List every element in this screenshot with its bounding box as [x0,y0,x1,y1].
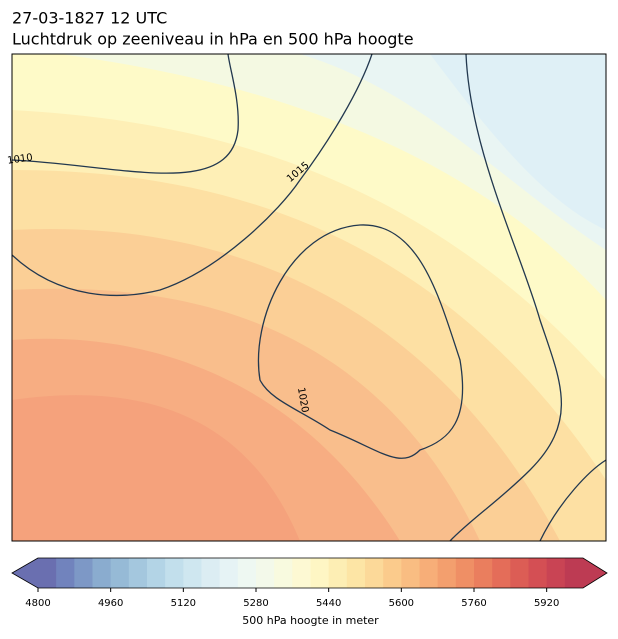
colorbar-segment [546,558,566,588]
colorbar-segment [455,558,475,588]
colorbar-segment [256,558,275,588]
colorbar-segment [292,558,311,588]
isobar-label: 1020 [295,387,310,414]
colorbar-segment [328,558,348,588]
colorbar-segment [401,558,420,588]
colorbar-segment [528,558,548,588]
colorbar-segment [237,558,257,588]
colorbar-label: 500 hPa hoogte in meter [242,614,379,627]
colorbar-segment [310,558,330,588]
colorbar-extend-high [583,558,607,588]
isobar-label: 1010 [7,152,34,166]
colorbar-tick-label: 5120 [171,598,196,609]
colorbar-tick-label: 4960 [98,598,123,609]
map-frame [11,53,607,542]
map-title: Luchtdruk op zeeniveau in hPa en 500 hPa… [12,30,414,49]
colorbar-tick-label: 4800 [25,598,50,609]
colorbar-segment [510,558,529,588]
colorbar-segment [110,558,130,588]
colorbar-segment [492,558,511,588]
colorbar-tick-label: 5600 [389,598,414,609]
colorbar-segment [564,558,584,588]
colorbar-outline [11,557,608,589]
colorbar-segment [419,558,439,588]
colorbar-segment [201,558,221,588]
colorbar-segment [147,558,166,588]
colorbar-segment [474,558,493,588]
colorbar-segment [346,558,366,588]
colorbar-tick-label: 5280 [243,598,268,609]
map-fill [12,54,606,541]
colorbar-segment [383,558,402,588]
colorbar-tick-label: 5760 [461,598,486,609]
colorbar-segment [38,558,57,588]
colorbar-segment [56,558,75,588]
colorbar-segment [219,558,239,588]
colorbar-segment [437,558,457,588]
colorbar-segment [74,558,93,588]
colorbar-segment [92,558,112,588]
colorbar-tick-label: 5920 [534,598,559,609]
colorbar-segment [165,558,184,588]
colorbar-segment [274,558,293,588]
map-date: 27-03-1827 12 UTC [12,9,167,28]
colorbar-extend-low [12,558,38,588]
colorbar-segment [128,558,148,588]
colorbar-segment [183,558,202,588]
colorbar-tick-label: 5440 [316,598,341,609]
colorbar-segment [365,558,384,588]
